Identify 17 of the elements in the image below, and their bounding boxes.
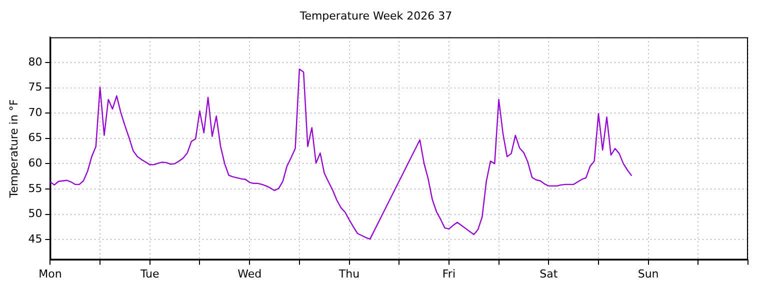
y-axis-title: Temperature in °F	[7, 99, 20, 199]
x-tick-label: Fri	[442, 267, 456, 280]
chart-title: Temperature Week 2026 37	[298, 9, 452, 22]
x-tick-label: Tue	[139, 267, 160, 280]
x-tick-label: Mon	[38, 267, 62, 280]
y-tick-label: 45	[28, 232, 42, 246]
y-tick-label: 80	[28, 55, 42, 68]
x-tick-label: Sat	[540, 267, 558, 280]
y-tick-label: 65	[28, 131, 42, 144]
x-tick-label: Thu	[338, 267, 360, 280]
x-tick-label: Wed	[238, 267, 262, 280]
x-tick-label: Sun	[638, 267, 659, 280]
y-tick-label: 75	[28, 80, 42, 94]
y-tick-label: 50	[28, 207, 42, 220]
y-tick-label: 70	[28, 106, 42, 119]
y-tick-label: 60	[28, 156, 42, 170]
y-tick-label: 55	[28, 182, 42, 195]
